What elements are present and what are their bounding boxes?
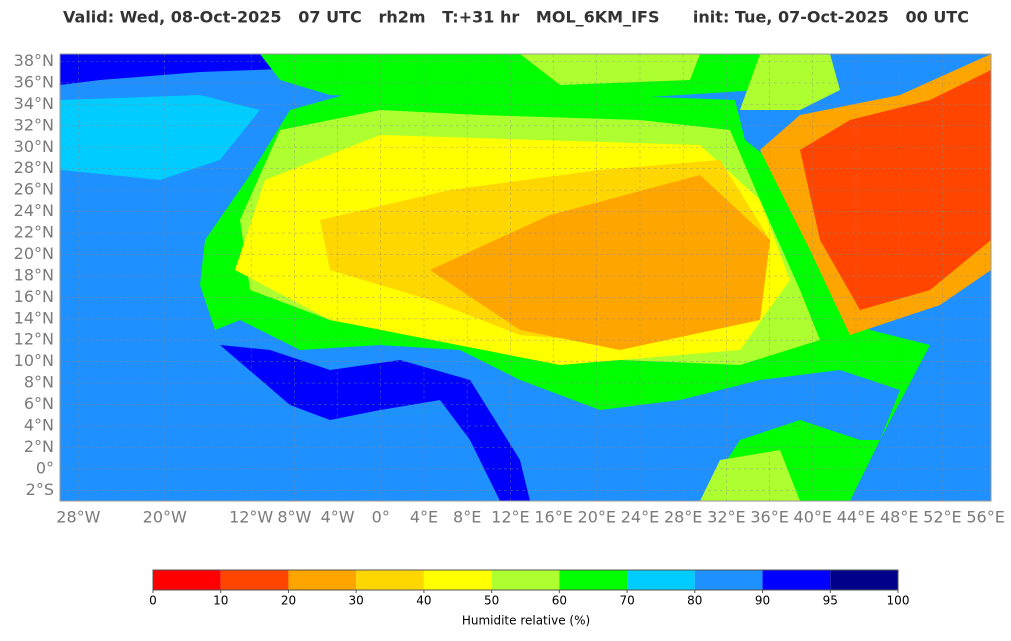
lat-label: 18°N bbox=[14, 265, 54, 284]
colorbar-tick-label: 95 bbox=[823, 594, 838, 608]
colorbar-tick-label: 0 bbox=[149, 594, 157, 608]
lon-label: 0° bbox=[372, 508, 390, 527]
lat-label: 6°N bbox=[24, 394, 54, 413]
lat-label: 22°N bbox=[14, 223, 54, 242]
colorbar-tick-label: 30 bbox=[349, 594, 364, 608]
colorbar-tick-label: 50 bbox=[484, 594, 499, 608]
map-field bbox=[60, 54, 991, 501]
colorbar-tick-label: 20 bbox=[281, 594, 296, 608]
lon-label: 12°W bbox=[229, 508, 273, 527]
colorbar-swatch bbox=[694, 570, 763, 590]
lat-label: 28°N bbox=[14, 158, 54, 177]
lon-label: 20°W bbox=[143, 508, 187, 527]
lat-label: 38°N bbox=[14, 51, 54, 70]
lon-label: 52°E bbox=[923, 508, 961, 527]
lat-label: 2°N bbox=[24, 437, 54, 456]
lat-label: 24°N bbox=[14, 201, 54, 220]
field-area bbox=[430, 175, 770, 350]
colorbar-frame bbox=[152, 569, 899, 591]
lat-label: 0° bbox=[36, 458, 54, 477]
lat-label: 20°N bbox=[14, 244, 54, 263]
lon-label: 28°W bbox=[56, 508, 100, 527]
lon-label: 12°E bbox=[491, 508, 529, 527]
colorbar-swatch bbox=[762, 570, 831, 590]
colorbar-swatch bbox=[491, 570, 560, 590]
lon-label: 4°E bbox=[410, 508, 438, 527]
field-area bbox=[220, 345, 530, 501]
lon-label: 44°E bbox=[837, 508, 875, 527]
colorbar-tick-label: 10 bbox=[213, 594, 228, 608]
lon-label: 16°E bbox=[534, 508, 572, 527]
colorbar-tick-label: 60 bbox=[552, 594, 567, 608]
lat-label: 16°N bbox=[14, 287, 54, 306]
colorbar-swatch bbox=[288, 570, 357, 590]
field-area bbox=[740, 54, 840, 110]
colorbar-tick-label: 40 bbox=[416, 594, 431, 608]
lon-label: 40°E bbox=[794, 508, 832, 527]
graticule bbox=[60, 54, 991, 501]
lat-label: 12°N bbox=[14, 330, 54, 349]
lat-label: 34°N bbox=[14, 94, 54, 113]
colorbar-swatch bbox=[830, 570, 898, 590]
colorbar-swatch bbox=[220, 570, 289, 590]
colorbar-swatch bbox=[423, 570, 492, 590]
lat-label: 26°N bbox=[14, 180, 54, 199]
lon-label: 20°E bbox=[578, 508, 616, 527]
map-frame bbox=[59, 53, 992, 502]
colorbar-tick-label: 90 bbox=[755, 594, 770, 608]
lon-label: 8°E bbox=[453, 508, 481, 527]
lon-label: 36°E bbox=[750, 508, 788, 527]
colorbar-swatch bbox=[559, 570, 628, 590]
lat-label: 8°N bbox=[24, 373, 54, 392]
colorbar-swatch bbox=[153, 570, 221, 590]
colorbar-swatch bbox=[627, 570, 695, 590]
lat-label: 30°N bbox=[14, 137, 54, 156]
lon-label: 28°E bbox=[664, 508, 702, 527]
lat-label: 36°N bbox=[14, 72, 54, 91]
lon-label: 32°E bbox=[707, 508, 745, 527]
lat-label: 10°N bbox=[14, 351, 54, 370]
lat-label: 2°S bbox=[26, 480, 54, 499]
lat-label: 4°N bbox=[24, 415, 54, 434]
lat-label: 32°N bbox=[14, 115, 54, 134]
colorbar-tick-label: 80 bbox=[687, 594, 702, 608]
field-area bbox=[60, 95, 260, 180]
colorbar-label: Humidite relative (%) bbox=[462, 614, 590, 628]
lon-label: 56°E bbox=[966, 508, 1004, 527]
lon-label: 48°E bbox=[880, 508, 918, 527]
colorbar-tick-label: 100 bbox=[887, 594, 910, 608]
field-area bbox=[700, 450, 800, 501]
lon-label: 4°W bbox=[321, 508, 355, 527]
map-title: Valid: Wed, 08-Oct-2025 07 UTC rh2m T:+3… bbox=[63, 8, 969, 27]
lon-label: 24°E bbox=[621, 508, 659, 527]
lon-label: 8°W bbox=[277, 508, 311, 527]
colorbar-swatch bbox=[356, 570, 424, 590]
colorbar-tick-label: 70 bbox=[619, 594, 634, 608]
lat-label: 14°N bbox=[14, 308, 54, 327]
